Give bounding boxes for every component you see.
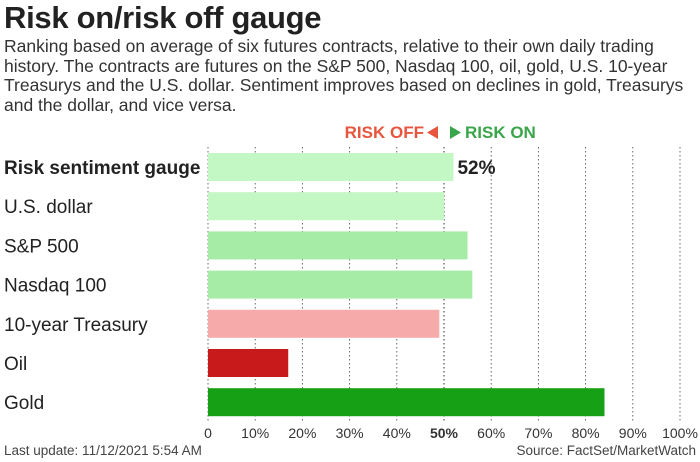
category-label: S&P 500 [4,236,79,257]
bar [208,192,444,221]
arrow-right-icon [450,126,461,139]
tick-label: 70% [524,425,552,441]
bar [208,388,605,417]
tick-label: 40% [383,425,411,441]
tick-label: 0 [204,425,212,441]
tick-label: 60% [477,425,505,441]
source-credit: Source: FactSet/MarketWatch [516,443,696,458]
category-label: Oil [4,354,27,375]
bar [208,309,440,338]
chart-subtitle: Ranking based on average of six futures … [4,36,684,115]
arrow-left-icon [427,126,438,139]
category-label: 10-year Treasury [4,315,148,336]
tick-label: 100% [662,425,698,441]
bar [208,270,473,299]
tick-label: 10% [241,425,269,441]
bar [208,153,454,181]
chart-title: Risk on/risk off gauge [4,0,322,35]
category-label: Nasdaq 100 [4,276,106,297]
bar [208,349,289,377]
tick-label: 30% [336,425,364,441]
risk-off-label: RISK OFF [345,123,424,142]
data-label: 52% [457,158,495,179]
bar [208,231,468,260]
tick-label: 90% [619,425,647,441]
tick-label: 50% [430,425,459,441]
category-label: Gold [4,393,44,414]
risk-on-label: RISK ON [465,123,536,142]
category-label: U.S. dollar [4,197,93,218]
last-update: Last update: 11/12/2021 5:54 AM [4,443,202,458]
tick-label: 20% [288,425,316,441]
tick-label: 80% [572,425,600,441]
category-label: Risk sentiment gauge [4,158,200,179]
